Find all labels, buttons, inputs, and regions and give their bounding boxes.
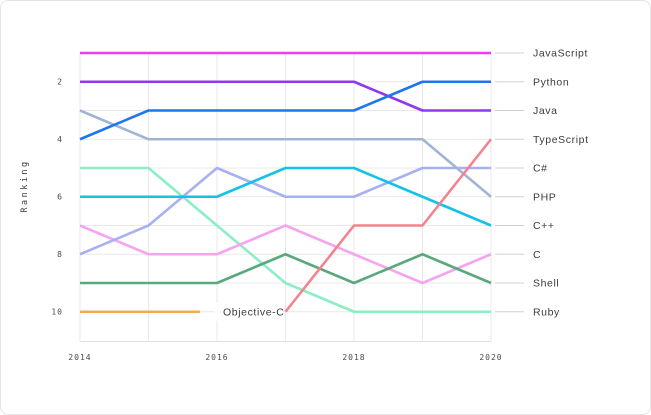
x-tick-label: 2020	[479, 353, 502, 362]
series-label-php: PHP	[533, 191, 556, 203]
series-label-csharp: C#	[533, 163, 548, 175]
inline-label-objective-c: Objective-C	[223, 306, 284, 318]
y-axis-title: Ranking	[20, 159, 30, 212]
series-line-php	[79, 109, 492, 198]
inline-label-bg	[215, 302, 283, 321]
x-tick-label: 2018	[342, 353, 365, 362]
series-label-java: Java	[533, 105, 558, 117]
series-label-ruby: Ruby	[533, 306, 560, 318]
series-line-csharp	[79, 166, 491, 256]
series-line-shell	[80, 252, 492, 285]
series-label-shell: Shell	[533, 278, 559, 290]
series-label-python: Python	[533, 76, 569, 88]
series-line-python	[79, 80, 491, 141]
y-tick-label: 8	[57, 250, 63, 259]
series-label-javascript: JavaScript	[533, 48, 588, 60]
y-tick-label: 6	[57, 193, 63, 202]
series-label-cplusplus: C++	[533, 220, 555, 232]
x-tick-label: 2016	[205, 353, 228, 362]
series-line-c	[79, 224, 492, 285]
y-tick-label: 10	[51, 308, 63, 317]
series-line-ruby	[80, 166, 491, 314]
series-line-java	[80, 80, 491, 112]
y-tick-label: 4	[57, 135, 63, 144]
series-line-typescript	[284, 138, 493, 313]
x-tick-label: 2014	[68, 353, 91, 362]
y-tick-label: 2	[57, 78, 63, 87]
series-line-cplusplus	[80, 166, 492, 227]
series-label-c: C	[533, 249, 541, 261]
series-label-typescript: TypeScript	[533, 134, 589, 146]
